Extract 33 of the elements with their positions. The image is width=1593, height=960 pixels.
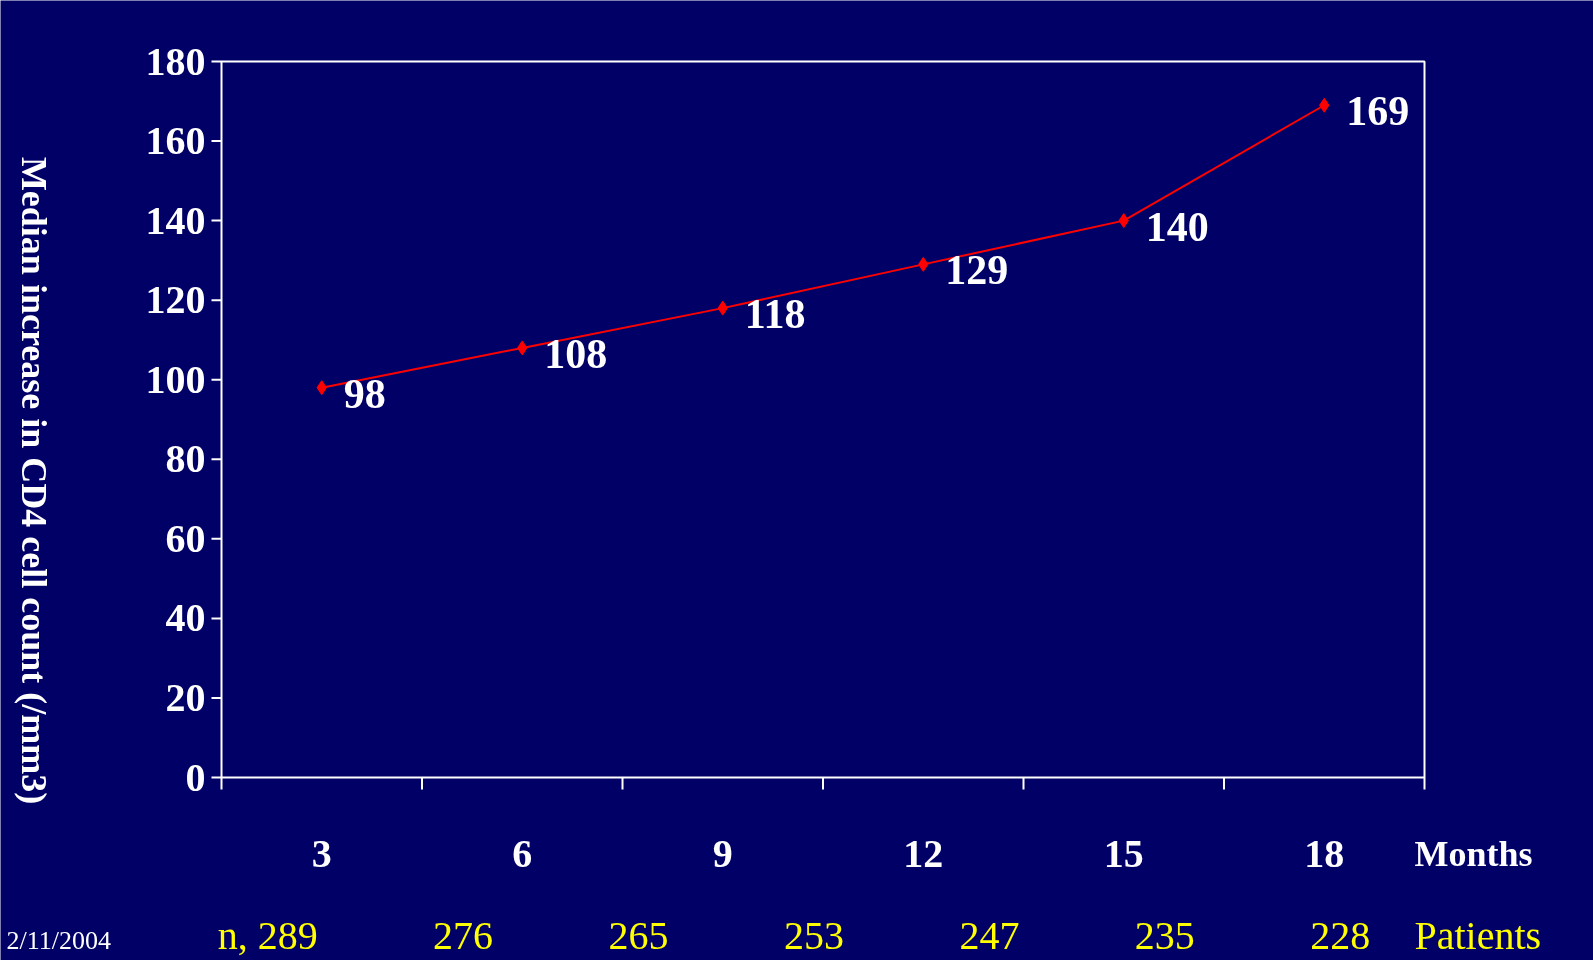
x-tick-label: 6: [512, 830, 533, 876]
y-tick-label: 40: [165, 595, 206, 641]
y-tick-label: 180: [145, 38, 206, 84]
y-tick-label: 80: [165, 436, 206, 482]
x-tick-label: 9: [712, 830, 733, 876]
data-label: 118: [744, 291, 806, 338]
text: Patients: [1414, 913, 1542, 958]
x-tick-label: 3: [311, 830, 332, 876]
text: 276: [433, 912, 494, 958]
y-tick-label: 60: [165, 515, 206, 561]
text: 2/11/2004: [6, 926, 111, 955]
y-tick-label: 100: [145, 356, 206, 402]
x-tick-label: 18: [1304, 830, 1345, 876]
text: 265: [608, 912, 669, 958]
data-label: 169: [1346, 88, 1410, 135]
text: n, 289: [217, 913, 318, 958]
data-label: 108: [544, 330, 608, 377]
y-tick-label: 0: [185, 754, 206, 800]
text: 235: [1134, 912, 1195, 958]
x-tick-label: 15: [1103, 830, 1144, 876]
y-tick-label: 120: [145, 277, 206, 323]
x-axis-title: Months: [1414, 833, 1533, 874]
y-axis-title: Median increase in CD4 cell count (/mm3): [13, 156, 54, 805]
data-label: 140: [1145, 203, 1209, 250]
x-tick-label: 12: [903, 830, 944, 876]
text: 228: [1310, 912, 1371, 958]
y-tick-label: 160: [145, 118, 206, 164]
text: 247: [959, 912, 1020, 958]
data-label: 98: [343, 370, 386, 417]
y-tick-label: 20: [165, 674, 206, 720]
y-tick-label: 140: [145, 197, 206, 243]
text: 253: [783, 912, 844, 958]
data-label: 129: [945, 247, 1009, 294]
